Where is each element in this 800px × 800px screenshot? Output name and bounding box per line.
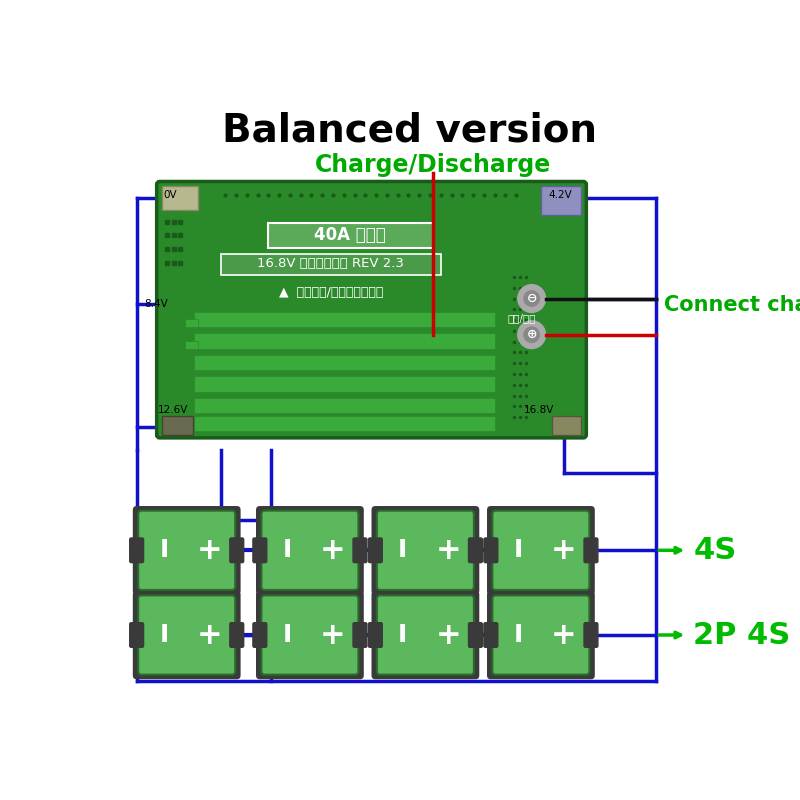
Circle shape — [524, 291, 539, 306]
Text: +: + — [197, 536, 222, 565]
Text: +: + — [197, 621, 222, 650]
Circle shape — [518, 321, 546, 349]
FancyBboxPatch shape — [133, 506, 241, 594]
FancyBboxPatch shape — [377, 595, 474, 674]
Bar — [194, 312, 494, 327]
Bar — [185, 341, 198, 349]
Bar — [267, 223, 433, 249]
FancyBboxPatch shape — [133, 590, 241, 679]
FancyBboxPatch shape — [130, 622, 143, 647]
FancyBboxPatch shape — [469, 622, 482, 647]
FancyBboxPatch shape — [371, 590, 479, 679]
Text: +: + — [435, 536, 461, 565]
Text: 16.8V: 16.8V — [524, 405, 554, 414]
Bar — [553, 415, 581, 435]
Text: 40A 均衡充: 40A 均衡充 — [314, 226, 386, 244]
FancyBboxPatch shape — [377, 510, 474, 590]
FancyBboxPatch shape — [492, 595, 590, 674]
Text: Charge/Discharge: Charge/Discharge — [315, 154, 551, 178]
Text: I: I — [282, 623, 292, 647]
Bar — [222, 254, 441, 274]
FancyBboxPatch shape — [230, 538, 244, 562]
Text: +: + — [551, 536, 577, 565]
FancyBboxPatch shape — [487, 506, 594, 594]
FancyBboxPatch shape — [256, 590, 364, 679]
Text: Balanced version: Balanced version — [222, 112, 598, 150]
FancyBboxPatch shape — [584, 538, 598, 562]
FancyBboxPatch shape — [157, 182, 586, 438]
Text: 16.8V 锂电池保护板 REV 2.3: 16.8V 锂电池保护板 REV 2.3 — [258, 258, 404, 270]
FancyBboxPatch shape — [484, 538, 498, 562]
FancyBboxPatch shape — [262, 595, 358, 674]
FancyBboxPatch shape — [369, 622, 382, 647]
Text: ⊖: ⊖ — [526, 292, 537, 305]
Text: 4S: 4S — [694, 536, 737, 565]
Bar — [194, 354, 494, 370]
Text: I: I — [514, 538, 523, 562]
Text: 4.2V: 4.2V — [549, 190, 572, 200]
Text: I: I — [398, 538, 407, 562]
FancyBboxPatch shape — [130, 538, 143, 562]
Bar — [194, 415, 494, 431]
FancyBboxPatch shape — [138, 510, 235, 590]
Text: I: I — [282, 538, 292, 562]
Bar — [541, 186, 581, 215]
FancyBboxPatch shape — [584, 622, 598, 647]
Text: I: I — [159, 538, 169, 562]
Text: I: I — [398, 623, 407, 647]
Bar — [194, 333, 494, 349]
FancyBboxPatch shape — [138, 595, 235, 674]
Text: 2P 4S: 2P 4S — [694, 621, 790, 650]
FancyBboxPatch shape — [469, 538, 482, 562]
FancyBboxPatch shape — [487, 590, 594, 679]
Text: 充电/放电: 充电/放电 — [507, 313, 536, 322]
Text: ▲  适用电机/电钻，禁止短路: ▲ 适用电机/电钻，禁止短路 — [278, 286, 383, 299]
FancyBboxPatch shape — [230, 622, 244, 647]
FancyBboxPatch shape — [353, 622, 367, 647]
FancyBboxPatch shape — [371, 506, 479, 594]
Text: 0V: 0V — [163, 190, 178, 200]
Text: 8.4V: 8.4V — [144, 299, 168, 309]
Bar — [194, 398, 494, 414]
Bar — [162, 186, 198, 210]
FancyBboxPatch shape — [369, 538, 382, 562]
FancyBboxPatch shape — [484, 622, 498, 647]
Bar — [185, 319, 198, 327]
Text: ⊕: ⊕ — [526, 328, 537, 341]
Text: +: + — [435, 621, 461, 650]
Text: +: + — [320, 536, 346, 565]
Text: Connect charger,load: Connect charger,load — [664, 295, 800, 315]
Bar — [194, 376, 494, 392]
FancyBboxPatch shape — [353, 538, 367, 562]
Text: I: I — [514, 623, 523, 647]
FancyBboxPatch shape — [492, 510, 590, 590]
Circle shape — [524, 327, 539, 342]
Text: 12.6V: 12.6V — [158, 405, 188, 414]
Text: +: + — [320, 621, 346, 650]
FancyBboxPatch shape — [256, 506, 364, 594]
FancyBboxPatch shape — [253, 622, 266, 647]
Circle shape — [518, 285, 546, 312]
FancyBboxPatch shape — [253, 538, 266, 562]
Bar — [162, 415, 193, 435]
FancyBboxPatch shape — [262, 510, 358, 590]
Text: I: I — [159, 623, 169, 647]
Text: +: + — [551, 621, 577, 650]
